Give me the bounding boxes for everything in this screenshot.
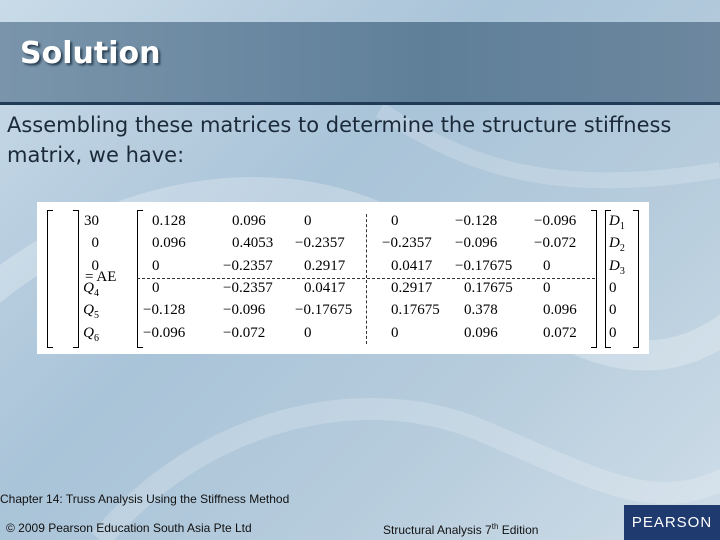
- displacement-vector-entry: 0: [609, 279, 617, 296]
- displacement-vector-entry: D1: [609, 213, 625, 232]
- displacement-vector-bracket-left: [605, 210, 611, 348]
- stiffness-matrix-entry: 0.17675: [391, 302, 440, 319]
- stiffness-matrix-entry: 0: [304, 213, 312, 229]
- stiffness-matrix-entry: −0.128: [143, 302, 186, 319]
- stiffness-matrix-entry: 0.17675: [464, 279, 513, 296]
- stiffness-matrix-entry: 0.0417: [304, 279, 346, 296]
- footer-copyright: © 2009 Pearson Education South Asia Pte …: [6, 521, 252, 535]
- stiffness-equation: 30 0 0 Q4 Q5 Q6 = AE 0.128 0.096 0 0 −0.128 −0.096…: [37, 202, 649, 354]
- displacement-vector-entry: D2: [609, 235, 625, 255]
- stiffness-matrix-entry: 0: [304, 324, 312, 341]
- load-vector-bracket-left: [47, 210, 53, 348]
- stiffness-matrix-entry: 0.378: [464, 302, 498, 319]
- pearson-logo: PEARSON: [624, 505, 720, 540]
- stiffness-matrix-entry: −0.096: [534, 213, 577, 229]
- stiffness-matrix-entry: −0.072: [223, 324, 266, 341]
- load-vector-entry: Q6: [83, 324, 99, 344]
- footer-chapter: Chapter 14: Truss Analysis Using the Sti…: [0, 492, 290, 506]
- footer-book-suffix: Edition: [498, 523, 539, 537]
- title-bar: [0, 22, 720, 102]
- displacement-vector-entry: 0: [609, 324, 617, 341]
- load-vector-entry: 0: [91, 257, 100, 274]
- load-vector-entry: 30: [84, 213, 99, 229]
- title-divider: [0, 102, 720, 105]
- stiffness-matrix-entry: 0.4053: [232, 235, 274, 252]
- stiffness-matrix-entry: 0.0417: [391, 257, 433, 274]
- stiffness-matrix-entry: 0: [152, 257, 160, 274]
- stiffness-matrix-entry: −0.096: [223, 302, 266, 319]
- stiffness-matrix-entry: −0.096: [143, 324, 186, 341]
- slide-title: Solution: [20, 36, 161, 71]
- stiffness-matrix-entry: −0.17675: [295, 302, 353, 319]
- equals-ae: = AE: [85, 269, 117, 285]
- displacement-vector-entry: 0: [609, 302, 617, 319]
- load-vector-entry: Q5: [83, 302, 99, 322]
- stiffness-matrix-bracket-left: [137, 210, 143, 348]
- stiffness-matrix-bracket-right: [591, 210, 597, 348]
- stiffness-matrix-entry: −0.128: [455, 213, 498, 229]
- stiffness-matrix-entry: 0.096: [464, 324, 498, 341]
- displacement-vector: D1 D2 D3 0 0 0: [599, 210, 639, 348]
- stiffness-matrix-entry: −0.072: [534, 235, 577, 252]
- load-vector-entry: Q4: [83, 279, 99, 299]
- stiffness-matrix-entry: 0.072: [543, 324, 577, 341]
- displacement-vector-entry: D3: [609, 257, 625, 277]
- stiffness-matrix-entry: 0: [391, 324, 399, 341]
- stiffness-matrix-entry: −0.2357: [295, 235, 345, 252]
- stiffness-matrix-entry: 0.096: [543, 302, 577, 319]
- stiffness-matrix-entry: −0.2357: [223, 257, 273, 274]
- footer-book-sup: th: [491, 522, 499, 531]
- stiffness-matrix-entry: 0.2917: [391, 279, 433, 296]
- stiffness-matrix: 0.128 0.096 0 0 −0.128 −0.096 0.096 0.4053 −0.23…: [137, 210, 637, 348]
- load-vector-entry: 0: [91, 235, 100, 252]
- stiffness-matrix-entry: −0.2357: [382, 235, 432, 252]
- stiffness-matrix-entry: 0.2917: [304, 257, 346, 274]
- stiffness-matrix-entry: −0.2357: [223, 279, 273, 296]
- load-vector-bracket-right: [73, 210, 79, 348]
- load-vector: 30 0 0 Q4 Q5 Q6: [47, 210, 99, 348]
- partition-line-vertical: [366, 214, 367, 344]
- footer-book-prefix: Structural Analysis 7: [383, 523, 492, 537]
- stiffness-matrix-entry: 0.096: [152, 235, 186, 252]
- stiffness-matrix-entry: 0: [152, 279, 160, 296]
- stiffness-matrix-entry: 0: [391, 213, 399, 229]
- stiffness-matrix-entry: 0.096: [232, 213, 266, 229]
- stiffness-matrix-entry: −0.096: [455, 235, 498, 252]
- displacement-vector-bracket-right: [633, 210, 639, 348]
- stiffness-matrix-entry: −0.17675: [455, 257, 513, 274]
- stiffness-matrix-entry: 0: [543, 279, 551, 296]
- footer-book-title: Structural Analysis 7th Edition: [383, 522, 538, 537]
- body-text: Assembling these matrices to determine t…: [7, 113, 672, 167]
- stiffness-matrix-entry: 0.128: [152, 213, 186, 229]
- stiffness-matrix-entry: 0: [543, 257, 551, 274]
